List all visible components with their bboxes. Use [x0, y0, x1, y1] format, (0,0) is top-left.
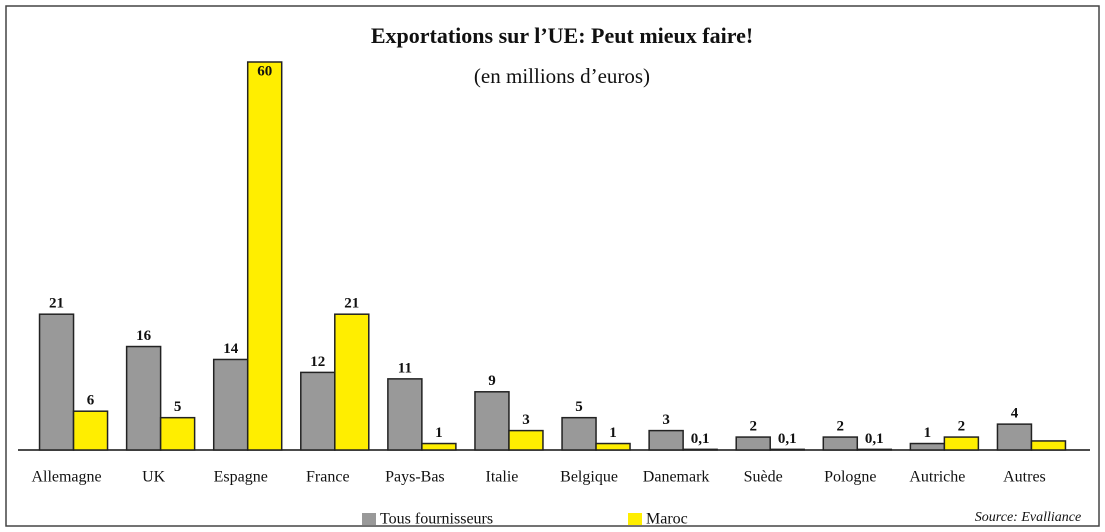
bar — [996, 423, 1033, 451]
bar — [735, 436, 771, 451]
value-label: 5 — [575, 399, 583, 415]
x-tick-label: Belgique — [560, 469, 618, 486]
value-label: 1 — [924, 425, 932, 441]
x-tick-label: UK — [142, 469, 166, 486]
value-label: 2 — [749, 419, 757, 435]
value-label: 16 — [136, 328, 152, 344]
bar — [246, 61, 283, 451]
value-label: 0,1 — [865, 431, 884, 447]
bar — [508, 429, 544, 451]
bar — [682, 448, 718, 451]
bar — [300, 371, 336, 451]
value-label: 4 — [1011, 406, 1019, 422]
bar — [1030, 440, 1067, 451]
x-tick-label: Espagne — [214, 469, 268, 486]
frame — [5, 5, 1100, 527]
value-label: 9 — [488, 373, 496, 389]
bar — [334, 313, 370, 451]
legend-swatch — [362, 513, 376, 525]
x-tick-label: Pays-Bas — [385, 469, 445, 486]
bar — [595, 442, 631, 451]
value-label: 1 — [609, 425, 617, 441]
bar — [474, 391, 510, 451]
value-label: 3 — [662, 412, 670, 428]
bar — [125, 345, 162, 451]
x-tick-label: Danemark — [643, 469, 710, 486]
bar — [387, 378, 423, 451]
value-label: 2 — [958, 419, 966, 435]
x-tick-label: Suède — [744, 469, 783, 486]
x-tick-label: Italie — [486, 469, 519, 486]
bar — [561, 416, 597, 451]
value-label: 5 — [174, 399, 182, 415]
value-label: 0,1 — [691, 431, 710, 447]
x-tick-label: France — [306, 469, 350, 486]
x-tick-label: Autres — [1003, 469, 1046, 486]
legend-label: Maroc — [646, 511, 688, 528]
value-label: 11 — [398, 360, 412, 376]
legend-label: Tous fournisseurs — [380, 511, 493, 528]
x-tick-label: Pologne — [824, 469, 876, 486]
bar — [822, 436, 859, 451]
bar — [38, 313, 75, 451]
value-label: 0,1 — [778, 431, 797, 447]
bar — [212, 358, 249, 451]
value-label: 6 — [87, 393, 95, 409]
x-tick-label: Allemagne — [31, 469, 101, 486]
value-label: 3 — [522, 412, 530, 428]
value-label: 14 — [223, 341, 239, 357]
value-label: 2 — [837, 419, 845, 435]
bar — [421, 442, 457, 451]
chart-subtitle: (en millions d’euros) — [474, 64, 650, 88]
value-label: 1 — [435, 425, 443, 441]
bar — [648, 429, 684, 451]
bar — [72, 410, 109, 451]
bar — [769, 448, 805, 451]
legend-swatch — [628, 513, 642, 525]
bar — [909, 442, 946, 451]
chart-title: Exportations sur l’UE: Peut mieux faire! — [371, 23, 753, 48]
bar — [943, 436, 980, 451]
x-tick-label: Autriche — [909, 469, 965, 486]
value-label: 60 — [257, 63, 272, 79]
value-label: 21 — [49, 296, 64, 312]
bar — [856, 448, 893, 451]
bar — [159, 416, 196, 451]
value-label: 12 — [310, 354, 325, 370]
source: Source: Evalliance — [975, 510, 1081, 525]
value-label: 21 — [344, 296, 359, 312]
